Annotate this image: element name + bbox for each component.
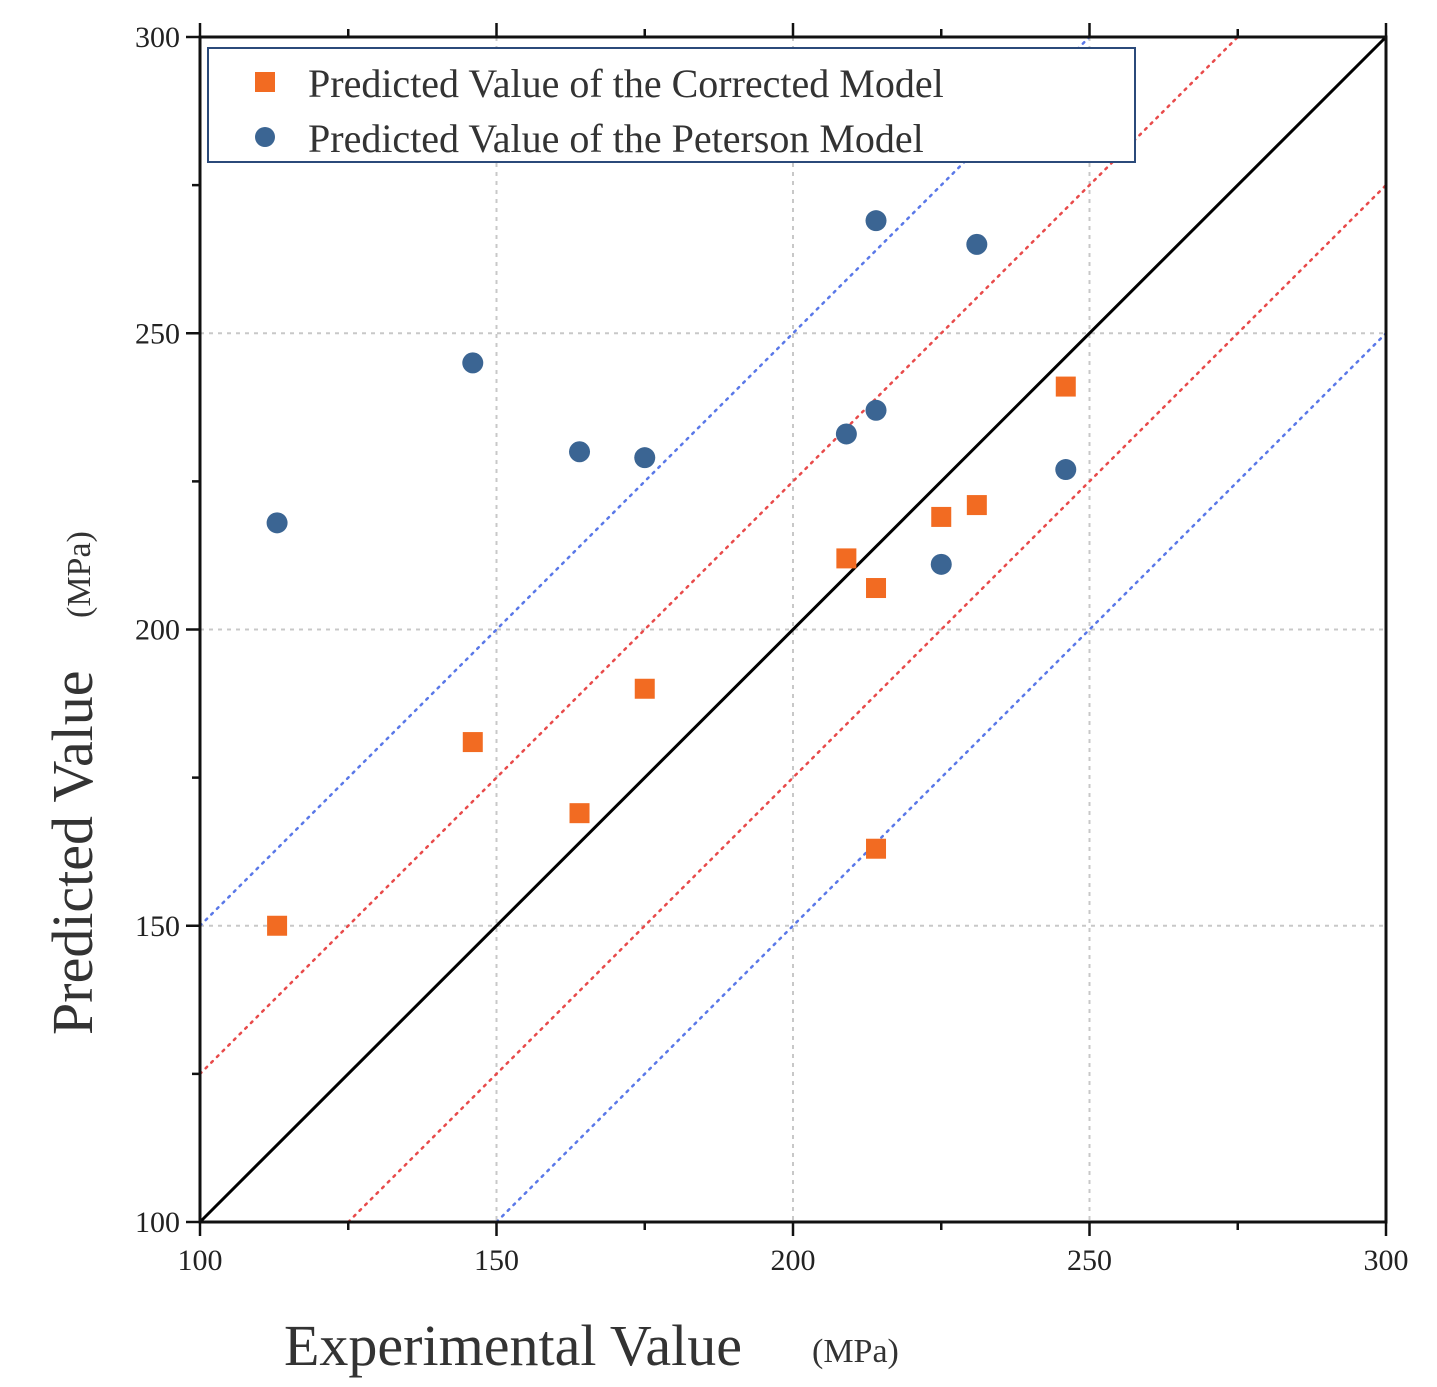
- y-axis-unit: (MPa): [61, 531, 98, 618]
- legend-box: [207, 47, 1136, 163]
- peterson-model-point: [569, 441, 591, 463]
- peterson-model-point: [634, 447, 656, 469]
- y-axis-title: Predicted Value: [40, 670, 105, 1035]
- x-tick-label: 150: [474, 1244, 519, 1277]
- y-tick-label: 150: [135, 910, 180, 943]
- legend-marker-peterson: [255, 127, 275, 147]
- peterson-model-point: [966, 233, 988, 255]
- reference-lines: [198, 35, 1388, 1224]
- legend-marker-corrected: [255, 72, 275, 92]
- corrected-model-point: [462, 732, 483, 753]
- x-tick-label: 250: [1067, 1244, 1112, 1277]
- y-tick-label: 100: [135, 1206, 180, 1239]
- peterson-model-point: [266, 512, 288, 534]
- axis-ticks: 100 150 200 250 300 100 150 200 250 300: [135, 21, 1409, 1277]
- legend-label-corrected: Predicted Value of the Corrected Model: [308, 61, 944, 106]
- corrected-model-point: [267, 915, 288, 936]
- peterson-model-point: [1055, 459, 1077, 481]
- corrected-model-point: [836, 548, 857, 569]
- data-points: [266, 210, 1077, 936]
- legend-label-peterson: Predicted Value of the Peterson Model: [308, 116, 924, 161]
- peterson-model-point: [865, 210, 887, 232]
- x-tick-label: 200: [771, 1244, 816, 1277]
- corrected-model-point: [866, 578, 887, 599]
- corrected-model-point: [569, 803, 590, 824]
- y-tick-label: 200: [135, 614, 180, 647]
- reference-line-lower-red: [347, 183, 1388, 1224]
- reference-line-upper-blue: [198, 35, 1091, 927]
- x-axis-title: Experimental Value: [284, 1313, 742, 1378]
- y-tick-label: 250: [135, 317, 180, 350]
- corrected-model-point: [931, 506, 952, 527]
- corrected-model-point: [866, 838, 887, 859]
- corrected-model-point: [966, 495, 987, 516]
- peterson-model-point: [930, 553, 952, 575]
- reference-line-identity: [198, 35, 1388, 1224]
- legend: Predicted Value of the Corrected Model P…: [207, 47, 1136, 163]
- corrected-model-point: [1055, 376, 1076, 397]
- reference-line-upper-red: [198, 35, 1239, 1076]
- x-axis-unit: (MPa): [812, 1333, 899, 1370]
- peterson-model-point: [462, 352, 484, 374]
- corrected-model-point: [634, 678, 655, 699]
- y-tick-label: 300: [135, 21, 180, 54]
- reference-line-lower-blue: [495, 332, 1388, 1224]
- x-tick-label: 100: [178, 1244, 223, 1277]
- peterson-model-point: [835, 423, 857, 445]
- peterson-model-point: [865, 399, 887, 421]
- x-tick-label: 300: [1364, 1244, 1409, 1277]
